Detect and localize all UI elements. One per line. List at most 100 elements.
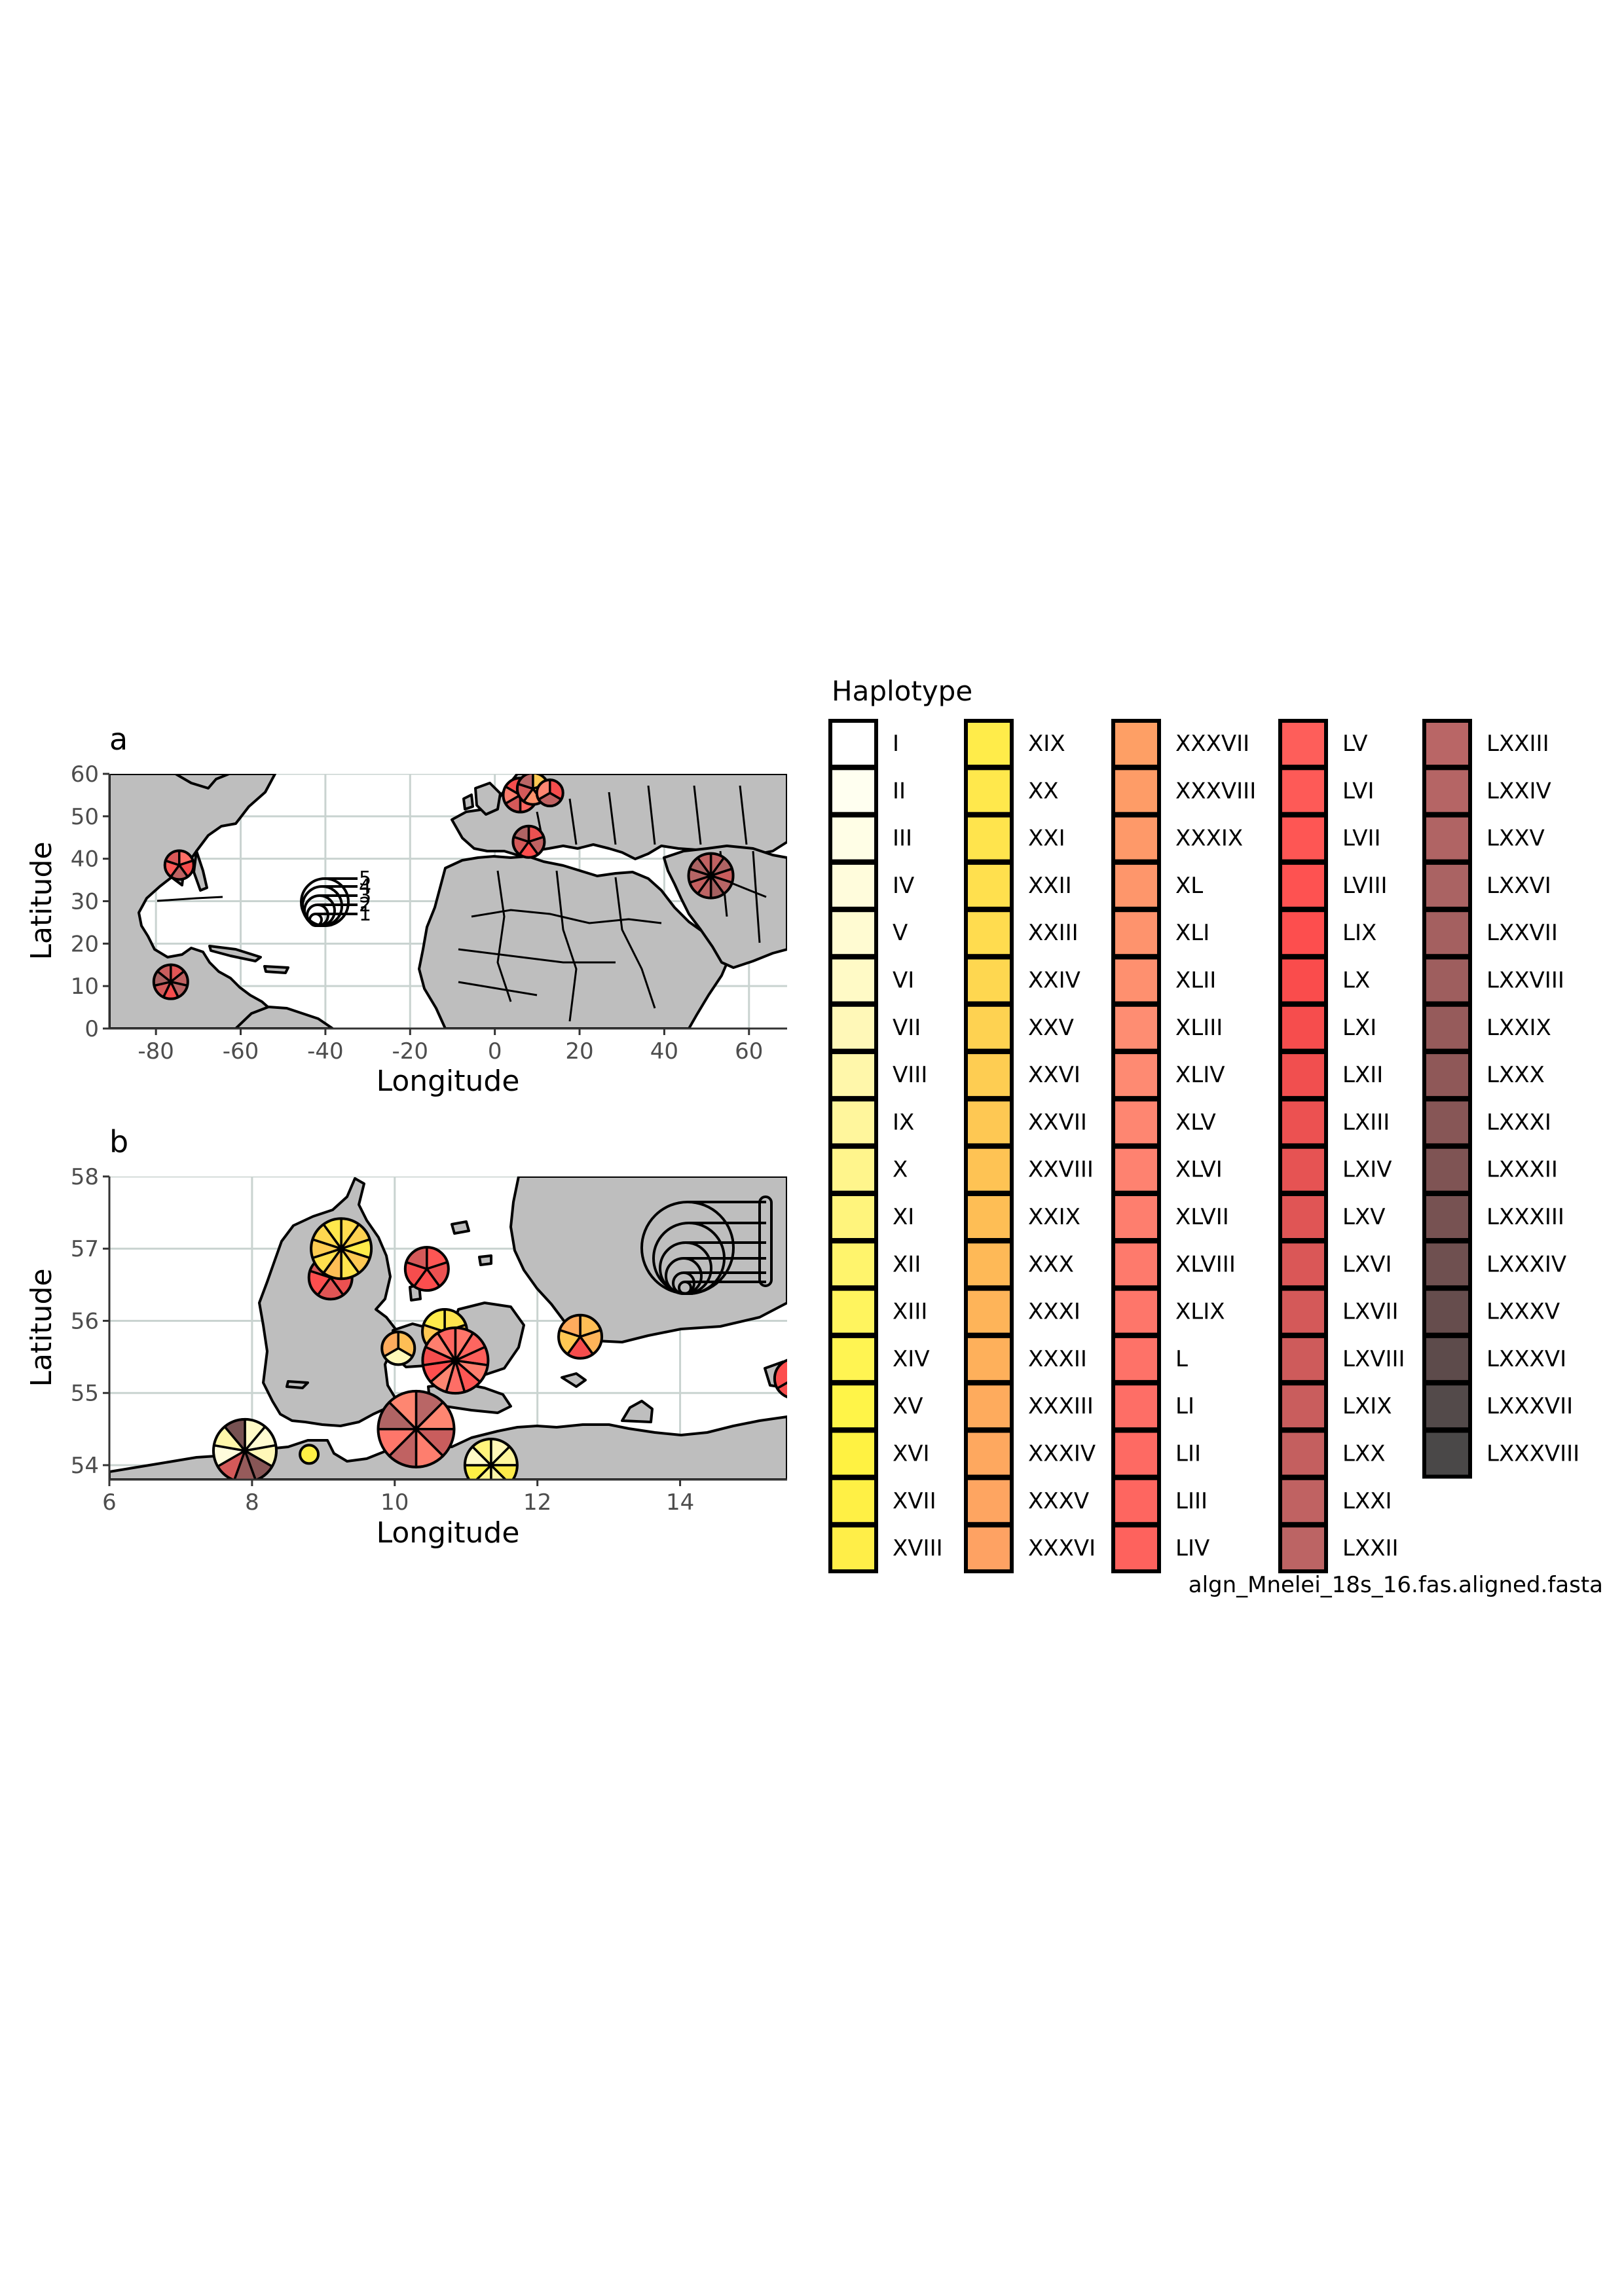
panel-a-x-tick-label: 0 [488, 1038, 502, 1065]
legend-swatch [1111, 1381, 1161, 1432]
legend-item: XL [1111, 860, 1203, 911]
legend-label: XLI [1175, 920, 1209, 946]
british-isles [462, 782, 502, 816]
legend-item: XXXVI [964, 1523, 1096, 1574]
caption: algn_Mnelei_18s_16.fas.aligned.fasta [1189, 1572, 1603, 1598]
legend-swatch [1422, 1002, 1472, 1053]
legend-label: XXXVII [1175, 731, 1249, 757]
panel-b-x-tick-label: 6 [102, 1489, 117, 1516]
legend-label: XXI [1028, 826, 1065, 852]
legend-label: I [893, 731, 899, 757]
legend-item: XIII [828, 1286, 927, 1337]
panel-a-y-tick-label: 10 [71, 974, 99, 1000]
legend-swatch [828, 908, 878, 958]
size-legend-label-5: 5 [359, 867, 371, 890]
legend-label: LXXXV [1486, 1299, 1560, 1325]
legend-label: IV [893, 873, 914, 899]
legend-item: LXXVI [1422, 860, 1551, 911]
legend-label: XLVII [1175, 1204, 1229, 1230]
legend-swatch [964, 813, 1014, 864]
legend-label: XL [1175, 873, 1203, 899]
haplotype-pie [163, 849, 195, 881]
legend-label: LX [1342, 968, 1370, 994]
panel-a-y-tick-label: 60 [71, 761, 99, 788]
legend-item: LXIV [1278, 1144, 1392, 1195]
panel-a-y-tick-label: 40 [71, 847, 99, 873]
panel-b-y-tick-label: 57 [71, 1236, 99, 1262]
legend-swatch [1422, 1192, 1472, 1242]
legend-label: LXXX [1486, 1062, 1545, 1088]
haplotype-pie [212, 1417, 278, 1480]
legend-item: LXVII [1278, 1286, 1399, 1337]
legend-item: LVII [1278, 813, 1381, 864]
legend-swatch [828, 1192, 878, 1242]
legend-item: L [1111, 1334, 1188, 1384]
panel-b-y-tick-label: 56 [71, 1308, 99, 1334]
legend-item: LXVI [1278, 1239, 1392, 1290]
pie-slice [794, 1359, 814, 1389]
legend-item: LXXVII [1422, 908, 1558, 958]
legend-swatch [1278, 1476, 1328, 1526]
legend-label: XLIX [1175, 1299, 1225, 1325]
legend-item: X [828, 1144, 908, 1195]
legend-label: LXVI [1342, 1251, 1392, 1277]
legend-swatch [1111, 955, 1161, 1006]
legend-swatch [1422, 1144, 1472, 1195]
legend-item: XV [828, 1381, 923, 1432]
legend-swatch [964, 1381, 1014, 1432]
legend-item: XVIII [828, 1523, 943, 1574]
legend-item: V [828, 908, 908, 958]
legend-item: XXXVIII [1111, 766, 1256, 816]
legend-label: LIV [1175, 1535, 1209, 1561]
legend-item: XIV [828, 1334, 930, 1384]
legend-item: VI [828, 955, 914, 1006]
legend-item: XXI [964, 813, 1065, 864]
legend-label: LXII [1342, 1062, 1383, 1088]
haplotype-legend: Haplotype IIIIIIIVVVIVIIVIIIIXXXIXIIXIII… [828, 675, 1579, 1574]
legend-swatch [828, 1239, 878, 1290]
legend-label: LXXIV [1486, 778, 1551, 804]
size-legend-label-4: 4 [359, 875, 371, 898]
legend-label: XXXII [1028, 1346, 1087, 1372]
panel-b-x-tick-label: 12 [523, 1489, 551, 1516]
legend-label: XVII [893, 1488, 936, 1514]
legend-swatch [1278, 1334, 1328, 1384]
hven-island [286, 1380, 309, 1389]
legend-item: I [828, 719, 899, 769]
legend-label: LXX [1342, 1441, 1386, 1467]
legend-swatch [828, 1429, 878, 1479]
legend-swatch [1278, 1192, 1328, 1242]
legend-swatch [1111, 1002, 1161, 1053]
legend-swatch [1111, 1050, 1161, 1101]
south-america-landmass [234, 1006, 334, 1029]
legend-item: LXXXVI [1422, 1334, 1566, 1384]
legend-label: VIII [893, 1062, 927, 1088]
legend-label: LXXV [1486, 826, 1545, 852]
panel-b-xlabel: Longitude [377, 1516, 520, 1550]
legend-item: XLIX [1111, 1286, 1225, 1337]
panel-a-axis-ticks: -80 -60 -40 -20 0 20 40 60 0 10 20 30 40 50 60 [71, 761, 764, 1065]
pie-slice [233, 1447, 257, 1480]
legend-swatch [1111, 1239, 1161, 1290]
legend-label: XIV [893, 1346, 930, 1372]
legend-item: LXXIII [1422, 719, 1549, 769]
panel-b-x-tick-label: 8 [245, 1489, 259, 1516]
legend-swatch [1422, 1286, 1472, 1337]
legend-label: LXIX [1342, 1393, 1392, 1419]
legend-item: XLVII [1111, 1192, 1229, 1242]
panel-b-size-legend [640, 1195, 773, 1295]
legend-label: LII [1175, 1441, 1201, 1467]
legend-item: III [828, 813, 912, 864]
legend-label: LXV [1342, 1204, 1386, 1230]
legend-item: XXXI [964, 1286, 1080, 1337]
legend-swatch [1111, 1334, 1161, 1384]
legend-item: LIX [1278, 908, 1376, 958]
panel-a-ylabel: Latitude [25, 841, 58, 960]
legend-item: XXVI [964, 1050, 1080, 1101]
legend-item: LII [1111, 1429, 1201, 1479]
legend-item: LXXXIV [1422, 1239, 1566, 1290]
legend-item: IV [828, 860, 914, 911]
legend-label: LXXXIII [1486, 1204, 1564, 1230]
legend-label: LXXXVI [1486, 1346, 1566, 1372]
legend-item: XI [828, 1192, 914, 1242]
